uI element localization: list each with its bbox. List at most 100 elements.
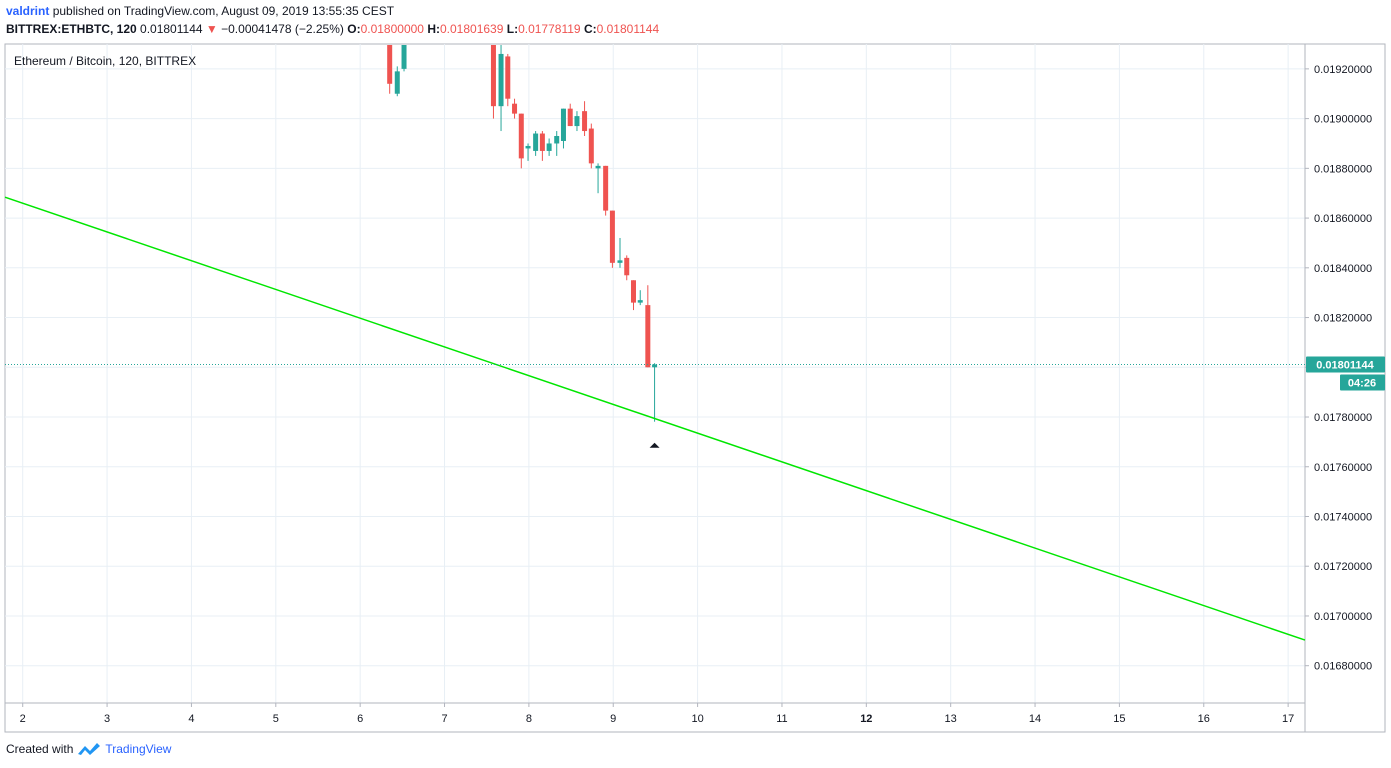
- candle: [624, 255, 630, 281]
- candle-body: [624, 257, 630, 276]
- open-value: 0.01800000: [360, 22, 424, 36]
- y-tick-label: 0.01860000: [1314, 213, 1372, 225]
- high-value: 0.01801639: [440, 22, 504, 36]
- candle-body: [645, 305, 651, 368]
- candle: [512, 98, 518, 119]
- candle-body: [582, 111, 588, 132]
- candle-body: [401, 45, 407, 69]
- close-label: C:: [583, 22, 597, 36]
- candle: [518, 113, 524, 169]
- chart-legend: Ethereum / Bitcoin, 120, BITTREX: [14, 54, 196, 68]
- candle: [505, 53, 511, 107]
- candle: [603, 165, 609, 216]
- x-tick-label: 8: [526, 713, 532, 725]
- candle-body: [652, 364, 658, 368]
- candle-body: [546, 143, 552, 151]
- candle: [560, 108, 566, 149]
- x-tick-label: 2: [20, 713, 26, 725]
- candle: [401, 45, 407, 72]
- y-tick-label: 0.01920000: [1314, 64, 1372, 76]
- candle-body: [617, 260, 623, 263]
- y-tick-label: 0.01900000: [1314, 114, 1372, 126]
- candle-body: [567, 108, 573, 127]
- candle: [617, 237, 623, 268]
- trendline: [4, 196, 1306, 641]
- candle: [652, 363, 658, 422]
- candle-body: [498, 53, 504, 107]
- candle-body: [603, 165, 609, 211]
- candle: [498, 45, 504, 132]
- candle: [582, 101, 588, 137]
- x-tick-label: 15: [1113, 713, 1125, 725]
- x-tick-label: 9: [610, 713, 616, 725]
- candle: [525, 143, 531, 161]
- candle: [546, 138, 552, 156]
- last-price: 0.01801144: [140, 22, 203, 36]
- price-change: −0.00041478 (−2.25%): [221, 22, 344, 36]
- y-tick-label: 0.01820000: [1314, 313, 1372, 325]
- created-with-label: Created with: [6, 742, 74, 756]
- candle: [394, 66, 400, 97]
- candles: [387, 45, 658, 422]
- low-marker-icon: [649, 442, 660, 448]
- candle: [609, 210, 615, 268]
- time-axis: 2 3 4 5 6 7 8 9 10 11 12 13 14 15 16 17: [20, 703, 1294, 725]
- x-tick-label: 17: [1282, 713, 1294, 725]
- x-tick-label: 4: [188, 713, 194, 725]
- low-label: L:: [506, 22, 519, 36]
- ohlc-header: BITTREX:ETHBTC, 120 0.01801144 ▼ −0.0004…: [6, 22, 659, 36]
- candle-body: [525, 145, 531, 149]
- author-name[interactable]: valdrint: [6, 4, 50, 18]
- candle: [630, 280, 636, 311]
- tradingview-logo-icon: [78, 743, 101, 755]
- x-tick-label: 6: [357, 713, 363, 725]
- low-value: 0.01778119: [518, 22, 581, 36]
- candle-body: [637, 300, 643, 303]
- footer: Created with TradingView: [6, 742, 171, 756]
- candle-body: [574, 116, 580, 127]
- candle: [637, 290, 643, 306]
- tradingview-link[interactable]: TradingView: [105, 742, 172, 756]
- y-tick-label: 0.01840000: [1314, 263, 1372, 275]
- candle-body: [588, 128, 594, 164]
- candle-body: [630, 280, 636, 303]
- high-label: H:: [427, 22, 440, 36]
- publish-info: valdrint published on TradingView.com, A…: [6, 4, 394, 18]
- y-tick-label: 0.01700000: [1314, 611, 1372, 623]
- y-tick-label: 0.01740000: [1314, 511, 1372, 523]
- countdown-badge: [1340, 374, 1385, 391]
- candle: [533, 131, 539, 156]
- symbol-label: BITTREX:ETHBTC, 120: [6, 22, 137, 36]
- x-tick-label: 12: [860, 713, 872, 725]
- x-tick-label: 3: [104, 713, 110, 725]
- candle-body: [518, 113, 524, 159]
- y-tick-label: 0.01720000: [1314, 561, 1372, 573]
- candle-body: [387, 45, 393, 84]
- candle: [645, 285, 651, 368]
- price-badge-value: 0.01801144: [1316, 359, 1374, 371]
- candle: [595, 163, 601, 194]
- y-tick-label: 0.01760000: [1314, 462, 1372, 474]
- x-tick-label: 14: [1029, 713, 1041, 725]
- candle-body: [505, 56, 511, 99]
- candle: [539, 131, 545, 161]
- candle-body: [490, 45, 496, 107]
- y-tick-label: 0.01680000: [1314, 661, 1372, 673]
- candle-body: [512, 103, 518, 114]
- open-label: O:: [347, 22, 361, 36]
- price-badge: [1306, 356, 1385, 373]
- candle: [588, 123, 594, 169]
- candle-body: [394, 71, 400, 94]
- candle: [387, 45, 393, 94]
- candle-body: [533, 133, 539, 151]
- candle-body: [554, 136, 560, 144]
- down-triangle-icon: ▼: [205, 22, 218, 36]
- published-text: published on TradingView.com, August 09,…: [52, 4, 395, 18]
- candle: [567, 103, 573, 127]
- candle: [490, 45, 496, 119]
- candle-body: [560, 108, 566, 141]
- x-tick-label: 10: [691, 713, 703, 725]
- candle-body: [539, 133, 545, 151]
- countdown-value: 04:26: [1348, 377, 1376, 389]
